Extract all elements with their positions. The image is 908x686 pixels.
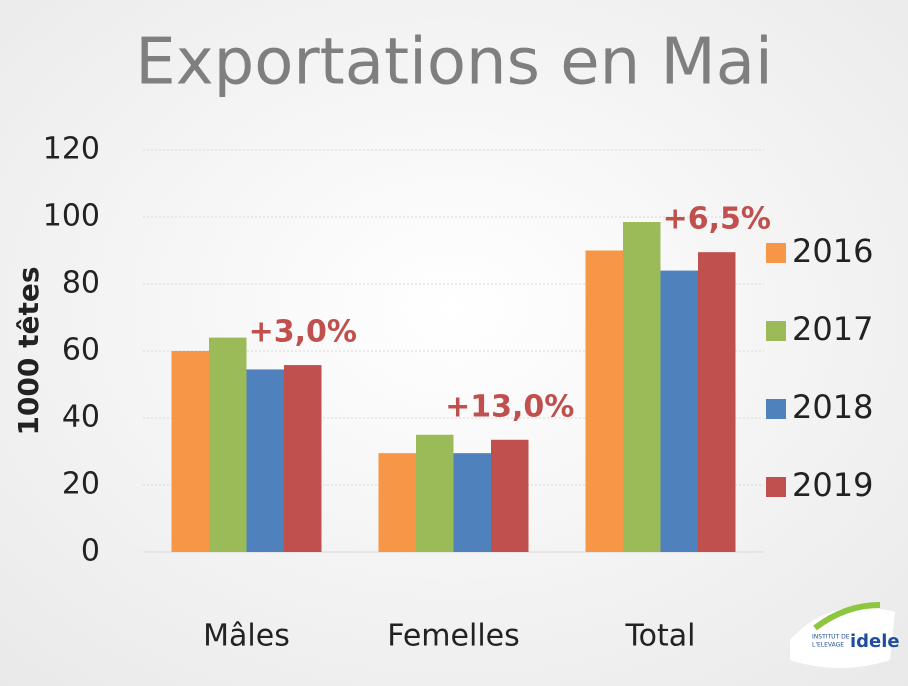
- bar: [660, 270, 698, 552]
- bar: [698, 252, 736, 553]
- logo: INSTITUT DE L'ELEVAGE idele: [790, 602, 900, 668]
- annotation: +6,5%: [663, 202, 771, 237]
- y-axis-label: 1000 têtes: [12, 266, 45, 435]
- logo-swoosh: [813, 602, 881, 631]
- legend-swatch: [766, 399, 786, 419]
- y-tick-label: 120: [43, 132, 100, 167]
- annotation: +3,0%: [249, 315, 357, 350]
- x-tick-label: Femelles: [387, 619, 520, 654]
- legend-label: 2019: [792, 466, 873, 504]
- y-tick-label: 60: [62, 333, 100, 368]
- bar: [623, 222, 661, 552]
- chart-title: Exportations en Mai: [135, 26, 773, 100]
- x-tick-label: Mâles: [203, 619, 290, 654]
- x-tick-label: Total: [624, 619, 695, 654]
- y-tick-label: 0: [81, 534, 100, 569]
- y-tick-label: 20: [62, 467, 100, 502]
- bar: [246, 369, 284, 552]
- y-tick-label: 100: [43, 199, 100, 234]
- legend-label: 2016: [792, 232, 873, 270]
- bar: [171, 351, 209, 552]
- bar: [416, 434, 454, 552]
- bar: [209, 337, 247, 552]
- y-tick-label: 80: [62, 266, 100, 301]
- logo-text: INSTITUT DE: [812, 634, 850, 641]
- legend-swatch: [766, 477, 786, 497]
- bar: [378, 453, 416, 552]
- legend-swatch: [766, 243, 786, 263]
- bar: [491, 439, 529, 552]
- bar: [284, 365, 322, 552]
- logo-shape: [790, 607, 895, 668]
- annotation: +13,0%: [445, 389, 574, 424]
- y-tick-label: 40: [62, 400, 100, 435]
- logo-text: L'ELEVAGE: [812, 642, 844, 649]
- legend-label: 2017: [792, 310, 873, 348]
- bar: [453, 453, 491, 552]
- bar: [585, 250, 623, 552]
- legend-swatch: [766, 321, 786, 341]
- logo-name: idele: [850, 631, 900, 652]
- legend-label: 2018: [792, 388, 873, 426]
